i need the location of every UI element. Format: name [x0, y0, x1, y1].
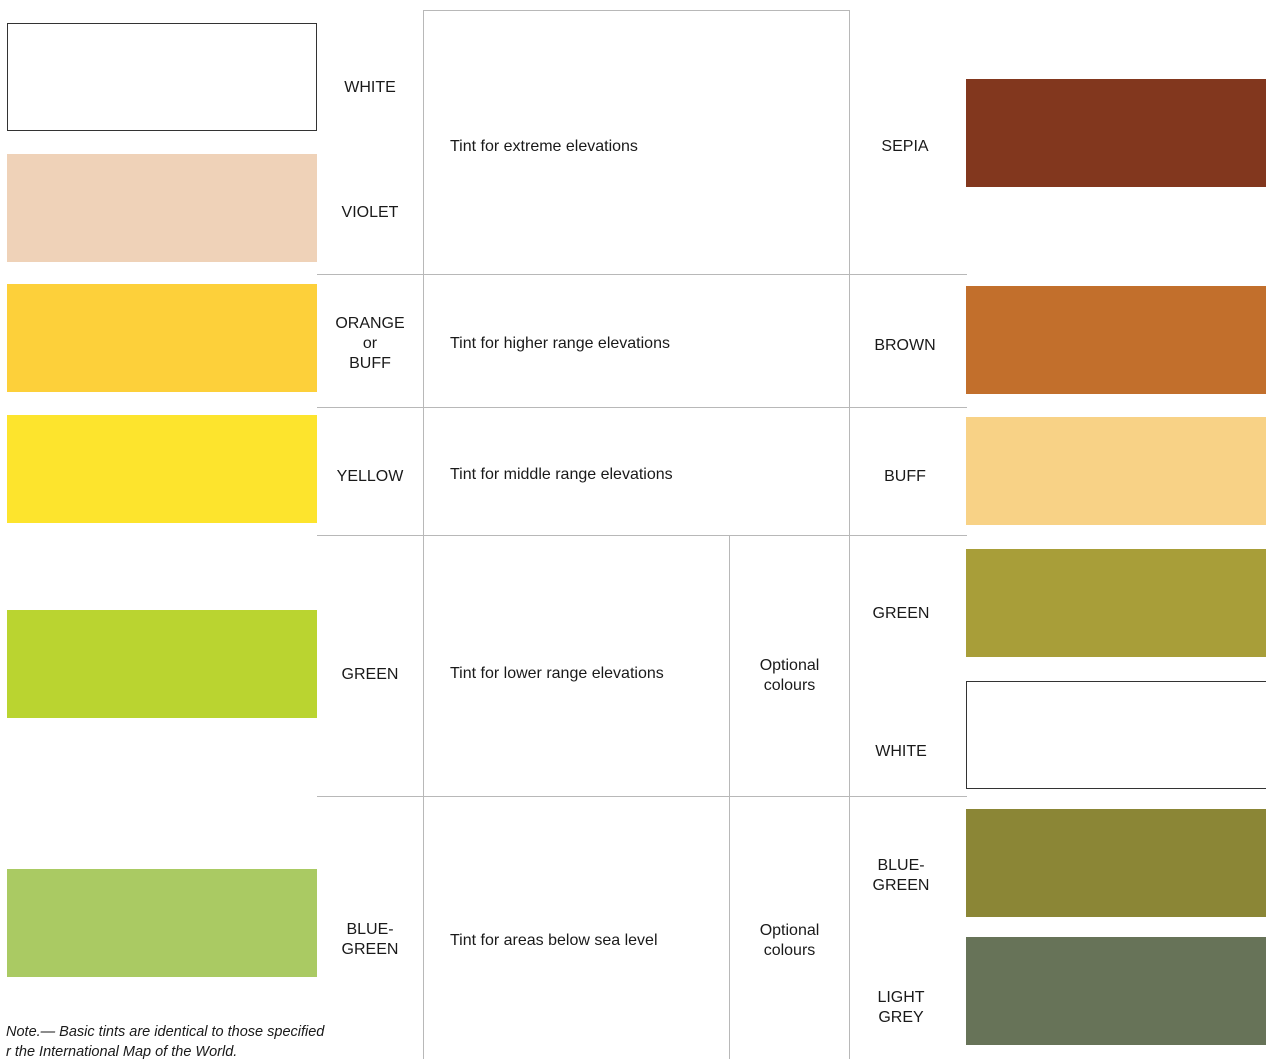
- grid-line: [729, 536, 730, 1059]
- swatch-right-green: [966, 549, 1266, 657]
- left-label-blue-green: BLUE- GREEN: [341, 921, 399, 958]
- right-label-brown: BROWN: [874, 337, 936, 354]
- swatch-left-violet: [7, 154, 317, 262]
- left-label-green: GREEN: [341, 666, 399, 683]
- right-label-white: WHITE: [875, 743, 927, 760]
- right-label-sepia: SEPIA: [881, 138, 929, 155]
- note-mask: [0, 1042, 6, 1059]
- desc-extreme-elevations: Tint for extreme elevations: [450, 138, 638, 155]
- swatch-left-green: [7, 610, 317, 718]
- grid-line: [317, 796, 967, 797]
- desc-middle-range: Tint for middle range elevations: [450, 466, 673, 483]
- left-label-white: WHITE: [344, 79, 396, 96]
- left-label-yellow: YELLOW: [336, 468, 404, 485]
- right-label-buff: BUFF: [884, 468, 926, 485]
- optional-colours-lower: Optional colours: [759, 657, 820, 694]
- swatch-left-white: [7, 23, 317, 131]
- right-label-green: GREEN: [872, 605, 930, 622]
- swatch-left-yellow: [7, 415, 317, 523]
- right-label-light-grey: LIGHT GREY: [877, 989, 925, 1026]
- swatch-right-buff: [966, 417, 1266, 525]
- desc-higher-range: Tint for higher range elevations: [450, 335, 670, 352]
- swatch-left-orange-buff: [7, 284, 317, 392]
- swatch-right-sepia: [966, 79, 1266, 187]
- swatch-right-blue-green: [966, 809, 1266, 917]
- swatch-right-light-grey: [966, 937, 1266, 1045]
- grid-line: [423, 10, 850, 11]
- footnote: Note.— Basic tints are identical to thos…: [6, 1024, 325, 1060]
- desc-below-sea-level: Tint for areas below sea level: [450, 932, 658, 949]
- right-label-blue-green: BLUE- GREEN: [872, 857, 930, 894]
- grid-line: [849, 10, 850, 1059]
- grid-line: [317, 274, 967, 275]
- optional-colours-below-sea: Optional colours: [759, 922, 820, 959]
- swatch-right-white: [966, 681, 1266, 789]
- grid-line: [317, 535, 967, 536]
- swatch-right-brown: [966, 286, 1266, 394]
- grid-line: [423, 10, 424, 1059]
- swatch-left-blue-green: [7, 869, 317, 977]
- left-label-orange-buff: ORANGE or BUFF: [335, 315, 405, 372]
- left-label-violet: VIOLET: [341, 204, 399, 221]
- desc-lower-range: Tint for lower range elevations: [450, 665, 664, 682]
- grid-line: [317, 407, 967, 408]
